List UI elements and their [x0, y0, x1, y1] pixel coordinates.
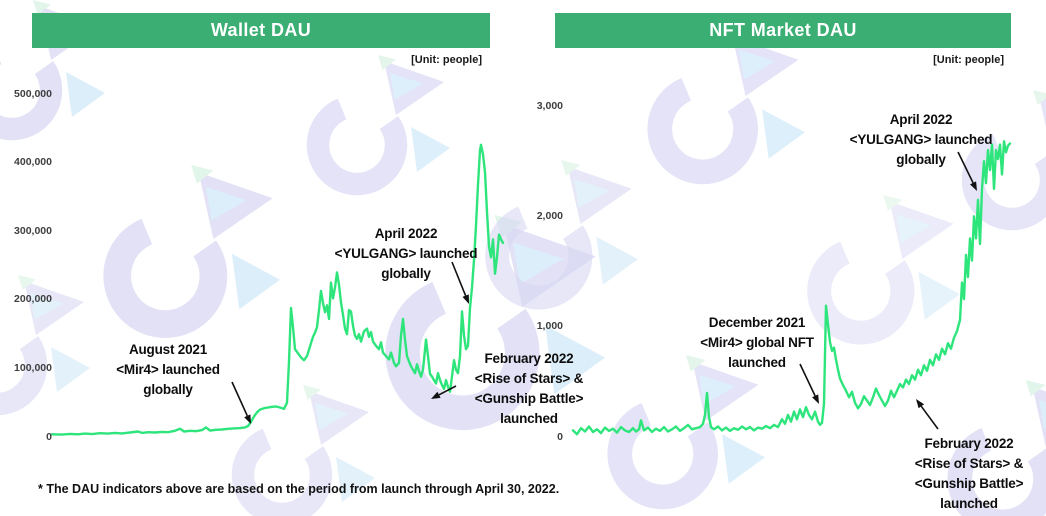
y-tick-label: 400,000 — [14, 156, 52, 169]
y-tick-label: 0 — [46, 430, 52, 443]
annotation-arrowhead — [431, 391, 441, 399]
annotation-yulgang-nft: April 2022 <YULGANG> launched globally — [849, 112, 993, 167]
annotation-arrowhead — [244, 414, 251, 424]
y-tick-label: 3,000 — [536, 99, 563, 112]
annotation-arrow-line — [920, 405, 939, 430]
wallet-dau-line — [50, 143, 505, 436]
wallet-dau-header: Wallet DAU — [32, 13, 490, 48]
footnote: * The DAU indicators above are based on … — [38, 482, 560, 496]
annotation-arrow-line — [957, 151, 974, 184]
y-tick-label: 1,000 — [536, 320, 563, 333]
annotation-feb2022-wallet: February 2022 <Rise of Stars> & <Gunship… — [474, 351, 584, 426]
unit-label-nft: [Unit: people] — [933, 54, 1004, 66]
annotation-arrow-line — [231, 381, 249, 417]
y-tick-label: 300,000 — [14, 224, 52, 237]
nft-market-dau-line — [571, 140, 1012, 436]
annotation-arrowhead — [812, 394, 819, 404]
annotation-mir4-wallet: August 2021 <Mir4> launched globally — [116, 342, 220, 397]
y-tick-label: 2,000 — [536, 209, 563, 222]
y-tick-label: 100,000 — [14, 361, 52, 374]
annotation-arrows — [231, 151, 977, 430]
y-tick-label: 200,000 — [14, 293, 52, 306]
annotation-arrow-line — [438, 385, 457, 396]
annotation-arrow-line — [451, 261, 467, 296]
y-tick-label: 0 — [557, 430, 563, 443]
annotation-yulgang-wallet: April 2022 <YULGANG> launched globally — [334, 226, 478, 281]
y-tick-label: 500,000 — [14, 87, 52, 100]
annotation-arrowhead — [970, 181, 977, 191]
annotation-arrowhead — [916, 399, 925, 409]
nft-market-dau-title: NFT Market DAU — [709, 20, 857, 40]
annotation-arrow-line — [799, 363, 816, 397]
wallet-dau-title: Wallet DAU — [210, 20, 312, 40]
annotation-arrowhead — [462, 294, 469, 304]
annotation-mir4-nft: December 2021 <Mir4> global NFT launched — [700, 315, 814, 370]
unit-label-wallet: [Unit: people] — [411, 54, 482, 66]
annotation-feb2022-nft: February 2022 <Rise of Stars> & <Gunship… — [914, 436, 1024, 511]
nft-market-dau-header: NFT Market DAU — [555, 13, 1011, 48]
